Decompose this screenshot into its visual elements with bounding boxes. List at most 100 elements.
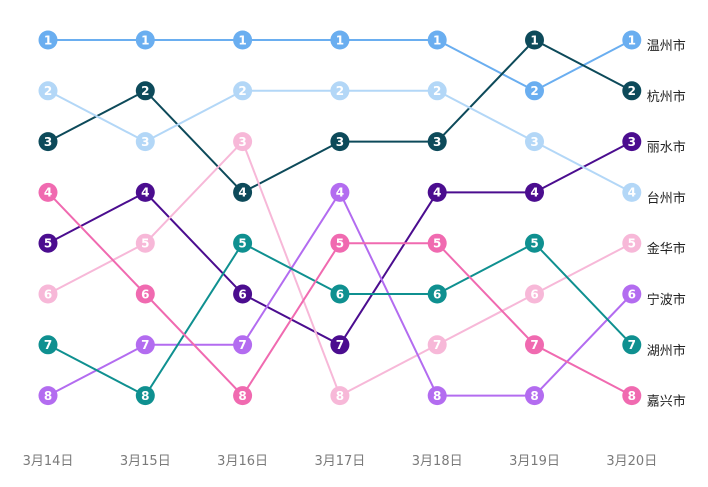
data-point-marker bbox=[330, 284, 350, 304]
x-tick-label: 3月14日 bbox=[23, 454, 74, 469]
data-label: 1 bbox=[238, 33, 246, 47]
data-label: 8 bbox=[433, 389, 441, 403]
data-label: 1 bbox=[336, 33, 344, 47]
data-point-marker bbox=[233, 284, 253, 304]
data-label: 2 bbox=[628, 84, 636, 98]
data-label: 8 bbox=[141, 389, 149, 403]
data-point-marker bbox=[330, 233, 350, 253]
data-label: 8 bbox=[628, 389, 636, 403]
data-point-marker bbox=[622, 81, 642, 101]
x-tick-label: 3月17日 bbox=[314, 454, 365, 469]
data-label: 3 bbox=[433, 135, 441, 149]
data-point-marker bbox=[38, 30, 58, 50]
data-point: 7 bbox=[233, 335, 253, 355]
data-point: 4 bbox=[525, 182, 544, 202]
data-point: 2 bbox=[135, 81, 155, 101]
data-label: 5 bbox=[628, 237, 636, 251]
data-label: 4 bbox=[141, 186, 149, 200]
x-tick-label: 3月15日 bbox=[120, 454, 171, 469]
data-label: 8 bbox=[530, 389, 538, 403]
data-label: 3 bbox=[628, 135, 636, 149]
data-point: 2 bbox=[525, 81, 544, 101]
series-name-label: 金华市 bbox=[647, 241, 686, 257]
data-label: 6 bbox=[336, 287, 344, 301]
data-point: 6 bbox=[38, 284, 58, 304]
data-point: 5 bbox=[233, 233, 253, 253]
data-label: 2 bbox=[141, 84, 149, 98]
data-point: 2 bbox=[427, 81, 447, 101]
data-point: 3 bbox=[427, 132, 447, 152]
data-point: 1 bbox=[525, 30, 544, 50]
data-label: 3 bbox=[530, 135, 538, 149]
data-point: 4 bbox=[330, 182, 350, 202]
data-point: 8 bbox=[38, 386, 58, 406]
data-point: 3 bbox=[622, 132, 642, 152]
data-label: 3 bbox=[336, 135, 344, 149]
data-point-marker bbox=[525, 233, 544, 253]
data-point: 4 bbox=[233, 182, 253, 202]
data-label: 1 bbox=[44, 33, 52, 47]
data-point: 7 bbox=[525, 335, 544, 355]
data-label: 7 bbox=[238, 338, 246, 352]
data-point: 5 bbox=[330, 233, 350, 253]
data-point: 8 bbox=[233, 386, 253, 406]
data-point: 2 bbox=[622, 81, 642, 101]
data-point: 2 bbox=[330, 81, 350, 101]
data-label: 3 bbox=[238, 135, 246, 149]
x-tick-label: 3月18日 bbox=[412, 454, 463, 469]
series-line bbox=[47, 38, 633, 194]
series-name-label: 温州市 bbox=[647, 38, 686, 54]
data-point: 8 bbox=[622, 386, 642, 406]
data-point-marker bbox=[622, 30, 642, 50]
x-tick-label: 3月20日 bbox=[606, 454, 657, 469]
data-label: 4 bbox=[530, 186, 538, 200]
data-point: 5 bbox=[427, 233, 447, 253]
data-label: 7 bbox=[530, 338, 538, 352]
data-point-marker bbox=[135, 81, 155, 101]
data-point: 3 bbox=[330, 132, 350, 152]
data-label: 6 bbox=[44, 287, 52, 301]
series-line bbox=[47, 241, 633, 397]
series-name-label: 嘉兴市 bbox=[647, 394, 686, 410]
series-name-label: 台州市 bbox=[647, 190, 686, 206]
data-point-marker bbox=[622, 132, 642, 152]
data-point: 7 bbox=[427, 335, 447, 355]
data-label: 8 bbox=[238, 389, 246, 403]
data-label: 7 bbox=[433, 338, 441, 352]
data-point: 1 bbox=[427, 30, 447, 50]
data-point: 6 bbox=[622, 284, 642, 304]
x-axis-ticks: 3月14日 3月15日 3月16日 3月17日 3月18日 3月19日 3月20日 bbox=[23, 454, 658, 469]
data-point: 7 bbox=[38, 335, 58, 355]
series-name-label: 丽水市 bbox=[647, 140, 686, 156]
data-label: 4 bbox=[44, 186, 52, 200]
data-point-marker bbox=[38, 284, 58, 304]
data-label: 6 bbox=[628, 287, 636, 301]
series-name-label: 杭州市 bbox=[647, 89, 686, 105]
data-label: 6 bbox=[433, 287, 441, 301]
data-label: 2 bbox=[238, 84, 246, 98]
series-points: 1 1 1 1 1 2 1 3 2 4 3 3 1 2 5 4 6 7 4 4 3 2 3 2 2 2 3 4 6 5 3 8 7 6 5 8 7 7 4 8… bbox=[38, 30, 642, 406]
data-point: 3 bbox=[525, 132, 544, 152]
data-point-marker bbox=[330, 335, 350, 355]
data-point-marker bbox=[233, 233, 253, 253]
data-point: 2 bbox=[38, 81, 58, 101]
data-point-marker bbox=[135, 386, 155, 406]
data-point-marker bbox=[427, 386, 447, 406]
data-label: 7 bbox=[336, 338, 344, 352]
data-point-marker bbox=[525, 30, 544, 50]
data-label: 5 bbox=[238, 237, 246, 251]
data-point-marker bbox=[330, 30, 350, 50]
data-point: 1 bbox=[330, 30, 350, 50]
data-point-marker bbox=[233, 386, 253, 406]
data-point-marker bbox=[525, 182, 544, 202]
data-label: 7 bbox=[141, 338, 149, 352]
data-label: 2 bbox=[336, 84, 344, 98]
series-name-label: 宁波市 bbox=[647, 292, 686, 308]
data-point: 6 bbox=[427, 284, 447, 304]
data-point: 5 bbox=[622, 233, 642, 253]
data-point: 6 bbox=[233, 284, 253, 304]
data-point: 5 bbox=[38, 233, 58, 253]
data-point: 1 bbox=[135, 30, 155, 50]
